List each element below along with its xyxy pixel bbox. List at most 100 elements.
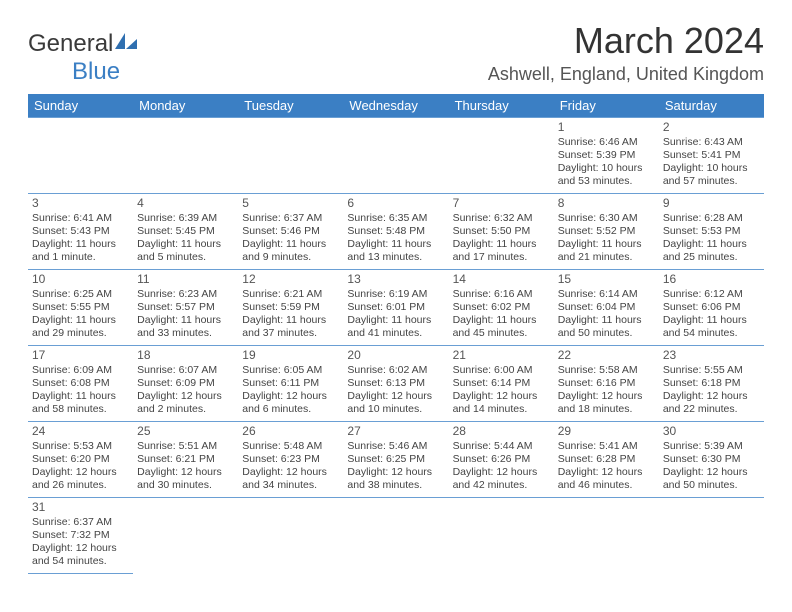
sunrise-text: Sunrise: 6:02 AM: [347, 364, 444, 377]
sunset-text: Sunset: 6:18 PM: [663, 377, 760, 390]
calendar-row: 10Sunrise: 6:25 AMSunset: 5:55 PMDayligh…: [28, 270, 764, 346]
sunrise-text: Sunrise: 6:23 AM: [137, 288, 234, 301]
sunrise-text: Sunrise: 6:21 AM: [242, 288, 339, 301]
sunrise-text: Sunrise: 6:46 AM: [558, 136, 655, 149]
sunset-text: Sunset: 6:11 PM: [242, 377, 339, 390]
empty-cell: [133, 118, 238, 194]
sunset-text: Sunset: 5:55 PM: [32, 301, 129, 314]
day-number: 13: [347, 272, 444, 287]
day-number: 19: [242, 348, 339, 363]
daylight-text: Daylight: 11 hours and 1 minute.: [32, 238, 129, 264]
daylight-text: Daylight: 11 hours and 33 minutes.: [137, 314, 234, 340]
sunrise-text: Sunrise: 6:30 AM: [558, 212, 655, 225]
day-cell: 26Sunrise: 5:48 AMSunset: 6:23 PMDayligh…: [238, 422, 343, 498]
daylight-text: Daylight: 12 hours and 26 minutes.: [32, 466, 129, 492]
daylight-text: Daylight: 12 hours and 46 minutes.: [558, 466, 655, 492]
day-cell: 23Sunrise: 5:55 AMSunset: 6:18 PMDayligh…: [659, 346, 764, 422]
day-cell: 1Sunrise: 6:46 AMSunset: 5:39 PMDaylight…: [554, 118, 659, 194]
daylight-text: Daylight: 11 hours and 41 minutes.: [347, 314, 444, 340]
daylight-text: Daylight: 11 hours and 58 minutes.: [32, 390, 129, 416]
daylight-text: Daylight: 11 hours and 5 minutes.: [137, 238, 234, 264]
day-cell: 5Sunrise: 6:37 AMSunset: 5:46 PMDaylight…: [238, 194, 343, 270]
sunset-text: Sunset: 6:28 PM: [558, 453, 655, 466]
daylight-text: Daylight: 11 hours and 54 minutes.: [663, 314, 760, 340]
day-number: 8: [558, 196, 655, 211]
sunrise-text: Sunrise: 5:55 AM: [663, 364, 760, 377]
sunset-text: Sunset: 5:45 PM: [137, 225, 234, 238]
day-number: 3: [32, 196, 129, 211]
sunrise-text: Sunrise: 5:58 AM: [558, 364, 655, 377]
day-cell: 2Sunrise: 6:43 AMSunset: 5:41 PMDaylight…: [659, 118, 764, 194]
sunrise-text: Sunrise: 6:35 AM: [347, 212, 444, 225]
day-number: 6: [347, 196, 444, 211]
calendar-body: 1Sunrise: 6:46 AMSunset: 5:39 PMDaylight…: [28, 118, 764, 574]
weekday-header: Wednesday: [343, 94, 448, 118]
weekday-header: Friday: [554, 94, 659, 118]
sunset-text: Sunset: 6:30 PM: [663, 453, 760, 466]
daylight-text: Daylight: 12 hours and 42 minutes.: [453, 466, 550, 492]
sunset-text: Sunset: 5:59 PM: [242, 301, 339, 314]
daylight-text: Daylight: 12 hours and 18 minutes.: [558, 390, 655, 416]
day-cell: 3Sunrise: 6:41 AMSunset: 5:43 PMDaylight…: [28, 194, 133, 270]
empty-cell: [554, 498, 659, 574]
day-cell: 16Sunrise: 6:12 AMSunset: 6:06 PMDayligh…: [659, 270, 764, 346]
sunrise-text: Sunrise: 6:41 AM: [32, 212, 129, 225]
empty-cell: [238, 118, 343, 194]
daylight-text: Daylight: 11 hours and 29 minutes.: [32, 314, 129, 340]
sunset-text: Sunset: 6:08 PM: [32, 377, 129, 390]
day-cell: 7Sunrise: 6:32 AMSunset: 5:50 PMDaylight…: [449, 194, 554, 270]
day-cell: 18Sunrise: 6:07 AMSunset: 6:09 PMDayligh…: [133, 346, 238, 422]
day-number: 30: [663, 424, 760, 439]
day-cell: 24Sunrise: 5:53 AMSunset: 6:20 PMDayligh…: [28, 422, 133, 498]
daylight-text: Daylight: 11 hours and 9 minutes.: [242, 238, 339, 264]
empty-cell: [28, 118, 133, 194]
daylight-text: Daylight: 11 hours and 50 minutes.: [558, 314, 655, 340]
daylight-text: Daylight: 11 hours and 13 minutes.: [347, 238, 444, 264]
sunset-text: Sunset: 6:16 PM: [558, 377, 655, 390]
calendar-row: 31Sunrise: 6:37 AMSunset: 7:32 PMDayligh…: [28, 498, 764, 574]
day-number: 25: [137, 424, 234, 439]
sunrise-text: Sunrise: 5:48 AM: [242, 440, 339, 453]
weekday-header: Saturday: [659, 94, 764, 118]
day-number: 31: [32, 500, 129, 515]
day-number: 18: [137, 348, 234, 363]
day-number: 16: [663, 272, 760, 287]
sunrise-text: Sunrise: 6:16 AM: [453, 288, 550, 301]
sunrise-text: Sunrise: 6:00 AM: [453, 364, 550, 377]
sunset-text: Sunset: 5:52 PM: [558, 225, 655, 238]
day-cell: 19Sunrise: 6:05 AMSunset: 6:11 PMDayligh…: [238, 346, 343, 422]
day-number: 29: [558, 424, 655, 439]
empty-cell: [449, 498, 554, 574]
sunset-text: Sunset: 7:32 PM: [32, 529, 129, 542]
day-cell: 10Sunrise: 6:25 AMSunset: 5:55 PMDayligh…: [28, 270, 133, 346]
sunrise-text: Sunrise: 6:25 AM: [32, 288, 129, 301]
day-number: 24: [32, 424, 129, 439]
sunrise-text: Sunrise: 6:12 AM: [663, 288, 760, 301]
sail-icon: [115, 30, 137, 57]
sunset-text: Sunset: 6:02 PM: [453, 301, 550, 314]
logo-text: GeneralBlue: [28, 30, 137, 86]
sunrise-text: Sunrise: 5:39 AM: [663, 440, 760, 453]
sunrise-text: Sunrise: 6:32 AM: [453, 212, 550, 225]
sunrise-text: Sunrise: 5:46 AM: [347, 440, 444, 453]
sunset-text: Sunset: 6:20 PM: [32, 453, 129, 466]
sunset-text: Sunset: 6:23 PM: [242, 453, 339, 466]
day-number: 15: [558, 272, 655, 287]
day-number: 26: [242, 424, 339, 439]
calendar-row: 1Sunrise: 6:46 AMSunset: 5:39 PMDaylight…: [28, 118, 764, 194]
day-cell: 27Sunrise: 5:46 AMSunset: 6:25 PMDayligh…: [343, 422, 448, 498]
day-cell: 14Sunrise: 6:16 AMSunset: 6:02 PMDayligh…: [449, 270, 554, 346]
sunset-text: Sunset: 6:25 PM: [347, 453, 444, 466]
day-number: 23: [663, 348, 760, 363]
day-number: 7: [453, 196, 550, 211]
day-cell: 8Sunrise: 6:30 AMSunset: 5:52 PMDaylight…: [554, 194, 659, 270]
location: Ashwell, England, United Kingdom: [488, 64, 764, 85]
day-cell: 6Sunrise: 6:35 AMSunset: 5:48 PMDaylight…: [343, 194, 448, 270]
day-cell: 11Sunrise: 6:23 AMSunset: 5:57 PMDayligh…: [133, 270, 238, 346]
day-cell: 15Sunrise: 6:14 AMSunset: 6:04 PMDayligh…: [554, 270, 659, 346]
sunset-text: Sunset: 5:48 PM: [347, 225, 444, 238]
logo: GeneralBlue: [28, 30, 137, 86]
calendar-table: SundayMondayTuesdayWednesdayThursdayFrid…: [28, 94, 764, 574]
day-number: 1: [558, 120, 655, 135]
daylight-text: Daylight: 10 hours and 57 minutes.: [663, 162, 760, 188]
